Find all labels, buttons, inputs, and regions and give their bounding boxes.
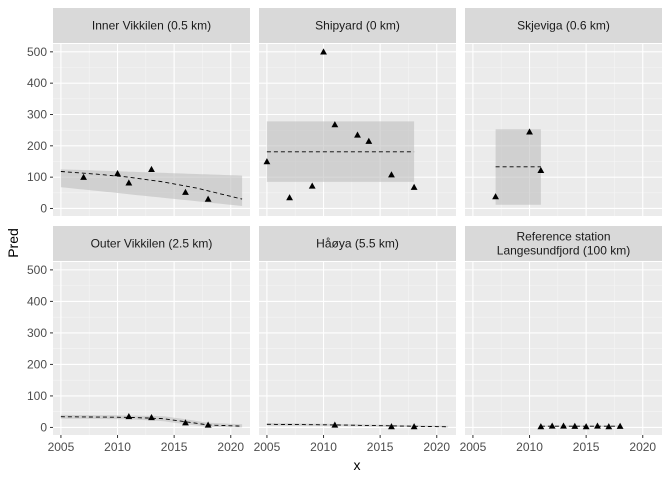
facet-strip-label: Outer Vikkilen (2.5 km) (91, 237, 213, 251)
facet-strip (465, 8, 662, 43)
x-tick-label: 2015 (573, 440, 600, 454)
data-point (571, 422, 579, 429)
facet-strip-label: Shipyard (0 km) (315, 19, 400, 33)
data-point (114, 169, 121, 177)
data-point (560, 422, 567, 429)
fit-line (60, 171, 243, 200)
confidence-ribbon (60, 414, 243, 428)
y-tick-label: 0 (40, 420, 47, 434)
x-axis-title: x (354, 457, 361, 473)
data-point (537, 166, 545, 173)
facet-strip-label-line: Håøya (5.5 km) (316, 237, 399, 251)
x-tick-label: 2020 (423, 440, 450, 454)
data-point (286, 194, 293, 201)
data-point (148, 413, 155, 421)
y-tick-label: 200 (27, 357, 47, 371)
y-tick-label: 400 (27, 76, 47, 90)
y-tick-label: 400 (27, 294, 47, 308)
x-tick-label: 2010 (516, 440, 543, 454)
data-point (388, 423, 395, 430)
data-point (331, 421, 339, 428)
facet-strip-label-line: Langesundfjord (100 km) (497, 244, 630, 258)
x-tick-label: 2020 (217, 440, 244, 454)
y-axis-title: Pred (5, 228, 21, 258)
x-axis: 2005 2010 2015 2020 2005 2010 2015 2020 2005 2010… (48, 435, 656, 454)
x-tick-label: 2010 (310, 440, 337, 454)
facet-panel: Shipyard (0 km) (259, 8, 456, 216)
y-axis: 0 100 200 300 400 500 0 100 200 300 400 500 (27, 45, 53, 434)
data-point (492, 193, 499, 200)
data-point (582, 423, 590, 430)
facet-strip-label: Håøya (5.5 km) (316, 237, 399, 251)
data-point (182, 188, 189, 195)
facet-strip-label: Skjeviga (0.6 km) (517, 19, 610, 33)
facet-panels: Inner Vikkilen (0.5 km) Shipyard (0 km) Sk… (53, 8, 662, 435)
y-tick-label: 0 (40, 201, 47, 215)
y-tick-label: 300 (27, 326, 47, 340)
facet-panel: Inner Vikkilen (0.5 km) (53, 8, 250, 216)
y-tick-label: 500 (27, 263, 47, 277)
data-point (537, 423, 545, 430)
facet-panel: Skjeviga (0.6 km) (465, 8, 662, 216)
data-point (308, 182, 316, 189)
facet-strip-label-line: Outer Vikkilen (2.5 km) (91, 237, 213, 251)
data-point (594, 422, 601, 429)
facet-strip (465, 226, 662, 261)
data-point (526, 128, 533, 135)
fit-line (266, 423, 449, 428)
data-point (548, 422, 556, 429)
facet-strip-label: Reference station Langesundfjord (100 km) (497, 230, 630, 258)
data-point (125, 179, 133, 186)
data-point (80, 173, 87, 180)
data-point (410, 423, 418, 430)
data-point (331, 121, 339, 128)
facet-strip (259, 8, 456, 43)
facet-strip (259, 226, 456, 261)
facet-strip (53, 8, 250, 43)
data-point (388, 171, 395, 178)
data-point (263, 158, 271, 165)
y-tick-label: 100 (27, 170, 47, 184)
x-tick-label: 2005 (460, 440, 487, 454)
facet-strip-label-line: Skjeviga (0.6 km) (517, 19, 610, 33)
y-tick-label: 100 (27, 389, 47, 403)
data-point (320, 48, 327, 55)
facet-strip (53, 226, 250, 261)
x-tick-label: 2015 (367, 440, 394, 454)
facet-panel: Outer Vikkilen (2.5 km) (53, 226, 250, 435)
data-point (605, 423, 613, 430)
data-point (148, 165, 155, 173)
data-point (616, 422, 624, 429)
confidence-ribbon (60, 169, 243, 206)
data-point (204, 421, 212, 428)
data-point (204, 195, 212, 202)
x-tick-label: 2005 (48, 440, 75, 454)
fit-line (60, 416, 243, 427)
facet-panel: Reference station Langesundfjord (100 km) (465, 226, 662, 435)
x-tick-label: 2020 (629, 440, 656, 454)
facet-strip-label-line: Inner Vikkilen (0.5 km) (92, 19, 211, 33)
facet-panel: Håøya (5.5 km) (259, 226, 456, 435)
facet-strip-label: Inner Vikkilen (0.5 km) (92, 19, 211, 33)
y-tick-label: 300 (27, 107, 47, 121)
data-point (365, 137, 373, 144)
data-point (182, 419, 189, 426)
x-tick-label: 2015 (161, 440, 188, 454)
facet-strip-label-line: Shipyard (0 km) (315, 19, 400, 33)
x-tick-label: 2005 (254, 440, 281, 454)
data-point (125, 413, 133, 420)
x-tick-label: 2010 (104, 440, 131, 454)
y-tick-label: 500 (27, 45, 47, 59)
data-point (354, 131, 361, 138)
facet-strip-label-line: Reference station (516, 230, 610, 244)
y-tick-label: 200 (27, 139, 47, 153)
data-point (410, 183, 418, 190)
